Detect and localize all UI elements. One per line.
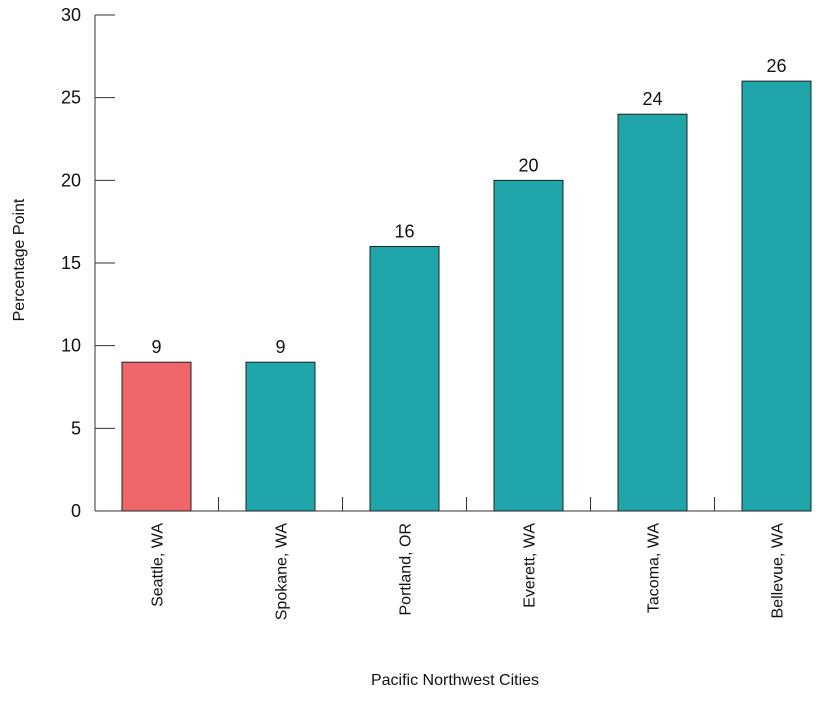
category-labels: Seattle, WA Spokane, WA Portland, OR Everet… [150,523,787,621]
y-tick-label: 15 [61,253,81,273]
category-label: Everett, WA [522,523,539,608]
category-label: Seattle, WA [150,523,167,607]
category-label: Portland, OR [398,523,415,615]
x-axis [95,497,810,512]
data-label: 16 [394,221,414,241]
data-label: 9 [151,337,161,357]
bar [493,179,564,512]
bar [617,113,688,512]
y-tick-label: 0 [71,501,81,521]
y-tick-label: 25 [61,88,81,108]
bar [741,80,812,512]
data-label: 20 [518,155,538,175]
bar [369,245,440,512]
bars [121,80,812,512]
y-tick-label: 10 [61,336,81,356]
y-tick-label: 20 [61,170,81,190]
category-label: Bellevue, WA [770,523,787,619]
data-label: 9 [275,337,285,357]
y-axis-title: Percentage Point [11,198,28,321]
x-axis-title: Pacific Northwest Cities [371,672,539,689]
category-label: Spokane, WA [274,523,291,621]
y-axis: 0 5 10 15 20 25 30 [61,5,115,521]
data-label: 24 [642,89,662,109]
data-label: 26 [766,56,786,76]
y-tick-label: 5 [71,418,81,438]
y-tick-label: 30 [61,5,81,25]
bar [245,361,316,512]
bar [121,361,192,512]
category-label: Tacoma, WA [646,523,663,613]
data-labels: 9 9 16 20 24 26 [151,56,786,357]
